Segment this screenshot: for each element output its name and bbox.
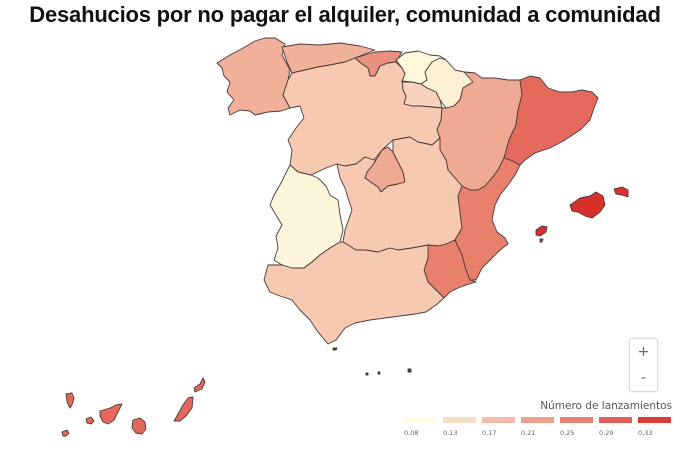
region-cataluna[interactable] [503, 75, 599, 166]
zoom-control: + - [629, 338, 658, 392]
legend-item: 0,21 [521, 417, 554, 437]
legend-item: 0,29 [599, 417, 632, 437]
legend-item: 0,13 [443, 417, 476, 437]
zoom-out-button[interactable]: - [640, 370, 647, 386]
map-title: Desahucios por no pagar el alquiler, com… [29, 2, 661, 27]
legend-item: 0,33 [638, 417, 671, 437]
legend-label: 0,17 [482, 429, 497, 437]
region-canarias-lanzarote[interactable] [193, 377, 206, 393]
legend-label: 0,21 [521, 429, 536, 437]
legend-swatch [560, 417, 593, 423]
region-canarias-fuerteventura[interactable] [173, 396, 194, 422]
region-canarias-la-gomera[interactable] [85, 416, 95, 425]
legend-label: 0,25 [560, 429, 575, 437]
region-canarias-el-hierro[interactable] [61, 429, 70, 437]
legend-scale: 0,08 0,13 0,17 0,21 0,25 0,29 0,33 [404, 417, 674, 437]
region-baleares-menorca[interactable] [613, 186, 629, 198]
legend-swatch [599, 417, 632, 423]
legend-title: Número de lanzamientos [540, 400, 672, 412]
region-canarias-gran-canaria[interactable] [131, 417, 147, 435]
legend-label: 0,29 [599, 429, 614, 437]
legend-swatch [404, 417, 437, 423]
legend-swatch [638, 417, 671, 423]
legend-item: 0,17 [482, 417, 515, 437]
region-islets [365, 368, 412, 376]
legend-swatch [521, 417, 554, 423]
legend-swatch [443, 417, 476, 423]
zoom-in-button[interactable]: + [637, 344, 650, 360]
legend-label: 0,08 [404, 429, 419, 437]
legend-label: 0,13 [443, 429, 458, 437]
legend: Número de lanzamientos 0,08 0,13 0,17 0,… [404, 400, 674, 437]
region-valencia[interactable] [454, 157, 521, 281]
legend-item: 0,08 [404, 417, 437, 437]
legend-label: 0,33 [638, 429, 653, 437]
region-baleares-mallorca[interactable] [569, 191, 606, 219]
region-baleares-formentera[interactable] [539, 238, 544, 243]
legend-item: 0,25 [560, 417, 593, 437]
region-andalucia[interactable] [263, 241, 445, 345]
region-galicia[interactable] [216, 37, 291, 116]
region-canarias-la-palma[interactable] [65, 392, 75, 409]
legend-swatch [482, 417, 515, 423]
region-baleares-ibiza[interactable] [535, 225, 548, 237]
region-canarias-tenerife[interactable] [99, 403, 123, 425]
region-ceuta[interactable] [332, 347, 338, 351]
